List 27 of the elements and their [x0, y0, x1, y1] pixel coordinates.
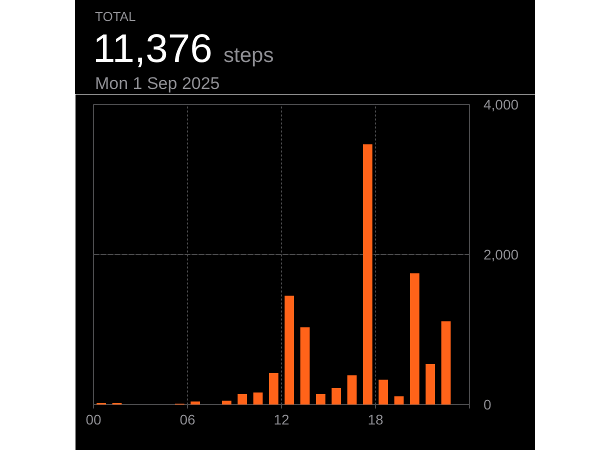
- bar: [426, 364, 436, 404]
- y-tick-label: 2,000: [484, 246, 519, 262]
- y-tick-label: 0: [484, 396, 492, 412]
- bar: [441, 321, 451, 404]
- text: steps: [224, 44, 274, 67]
- bar: [190, 402, 200, 404]
- y-tick-label: 4,000: [484, 96, 519, 112]
- text: 11,376: [93, 27, 212, 71]
- bar: [300, 327, 310, 404]
- x-tick-label: 06: [180, 412, 196, 428]
- bar: [222, 400, 232, 404]
- chart-subtitle: Mon 1 Sep 2025: [95, 74, 220, 94]
- bar: [332, 388, 342, 404]
- bar: [268, 373, 278, 404]
- bar: [410, 273, 420, 404]
- x-tick-label: 12: [274, 412, 290, 428]
- bar: [394, 396, 404, 404]
- bar: [316, 394, 326, 404]
- bar: [347, 375, 357, 404]
- bar: [284, 296, 294, 404]
- x-tick-label: 00: [86, 412, 102, 428]
- bar: [238, 394, 248, 404]
- bar: [362, 144, 372, 404]
- bar: [253, 392, 263, 404]
- x-tick-label: 18: [368, 412, 384, 428]
- chart-title: TOTAL: [95, 9, 136, 25]
- bar: [378, 380, 388, 404]
